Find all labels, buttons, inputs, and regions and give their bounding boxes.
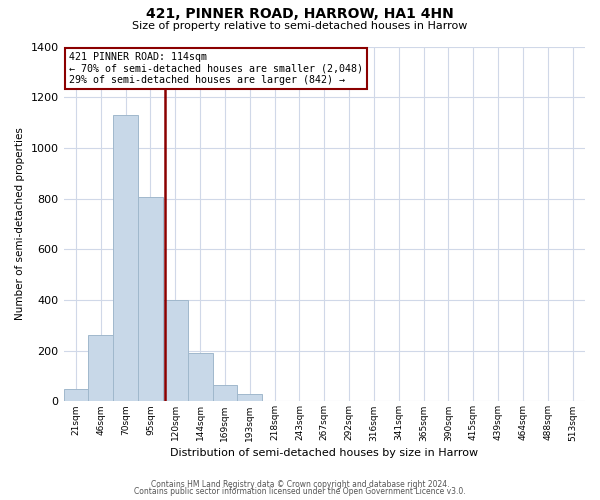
Text: Contains public sector information licensed under the Open Government Licence v3: Contains public sector information licen… [134, 487, 466, 496]
Bar [212, 385, 238, 402]
Bar [113, 115, 138, 402]
Bar [88, 336, 113, 402]
Bar [64, 388, 88, 402]
Bar [138, 198, 163, 402]
X-axis label: Distribution of semi-detached houses by size in Harrow: Distribution of semi-detached houses by … [170, 448, 478, 458]
Bar [188, 353, 212, 402]
Text: 421 PINNER ROAD: 114sqm
← 70% of semi-detached houses are smaller (2,048)
29% of: 421 PINNER ROAD: 114sqm ← 70% of semi-de… [69, 52, 363, 85]
Text: 421, PINNER ROAD, HARROW, HA1 4HN: 421, PINNER ROAD, HARROW, HA1 4HN [146, 8, 454, 22]
Bar [163, 300, 188, 402]
Bar [238, 394, 262, 402]
Text: Size of property relative to semi-detached houses in Harrow: Size of property relative to semi-detach… [133, 21, 467, 31]
Text: Contains HM Land Registry data © Crown copyright and database right 2024.: Contains HM Land Registry data © Crown c… [151, 480, 449, 489]
Y-axis label: Number of semi-detached properties: Number of semi-detached properties [15, 128, 25, 320]
